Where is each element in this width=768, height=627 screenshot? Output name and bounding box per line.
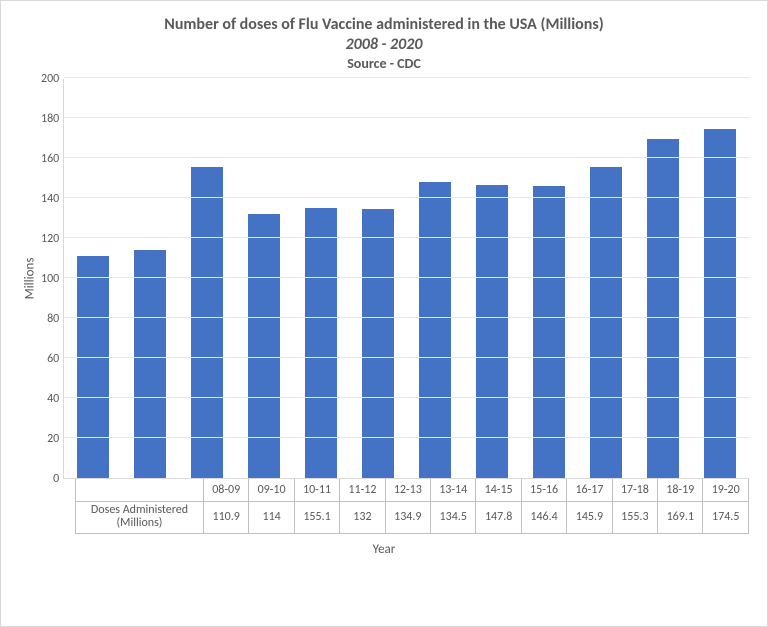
category-cell: 15-16 [521, 478, 566, 501]
value-cell: 155.1 [294, 501, 339, 534]
bar-slot [578, 79, 635, 478]
data-table: 08-0909-1010-1111-1212-1313-1414-1515-16… [75, 478, 749, 535]
bar [533, 186, 565, 478]
value-cell: 169.1 [658, 501, 703, 534]
y-axis-title-container: Millions [19, 79, 41, 479]
bar [419, 182, 451, 478]
table-row: Doses Administered (Millions)110.9114155… [76, 501, 749, 534]
value-cell: 110.9 [204, 501, 249, 534]
plot-wrap: Millions 200180160140120100806040200 [19, 79, 749, 479]
chart-titles: Number of doses of Flu Vaccine administe… [19, 15, 749, 73]
value-cell: 145.9 [567, 501, 612, 534]
value-cell: 134.5 [431, 501, 476, 534]
bar [77, 256, 109, 478]
bar [590, 167, 622, 478]
bar-slot [407, 79, 464, 478]
bar [305, 208, 337, 478]
value-cell: 134.9 [385, 501, 430, 534]
row-head-blank [76, 478, 204, 501]
plot-area [63, 79, 749, 479]
bar [248, 214, 280, 478]
category-cell: 10-11 [294, 478, 339, 501]
bar-slot [464, 79, 521, 478]
bar [362, 209, 394, 478]
category-cell: 16-17 [567, 478, 612, 501]
x-axis-title: Year [19, 542, 749, 557]
bar-slot [235, 79, 292, 478]
gridline [64, 77, 749, 78]
bar [647, 139, 679, 477]
category-cell: 12-13 [385, 478, 430, 501]
value-cell: 132 [340, 501, 385, 534]
chart-source: Source - CDC [19, 55, 749, 73]
chart-subtitle: 2008 - 2020 [19, 35, 749, 55]
bar-slot [178, 79, 235, 478]
value-cell: 114 [249, 501, 294, 534]
bar-slot [121, 79, 178, 478]
category-cell: 17-18 [612, 478, 657, 501]
bar-slot [350, 79, 407, 478]
y-axis-title: Millions [23, 258, 38, 300]
category-cell: 14-15 [476, 478, 521, 501]
bar-slot [635, 79, 692, 478]
bars-container [64, 79, 749, 478]
table-row: 08-0909-1010-1111-1212-1313-1414-1515-16… [76, 478, 749, 501]
category-cell: 13-14 [431, 478, 476, 501]
value-cell: 146.4 [521, 501, 566, 534]
chart-container: Number of doses of Flu Vaccine administe… [0, 0, 768, 627]
row-head-label: Doses Administered (Millions) [76, 501, 204, 534]
category-cell: 08-09 [204, 478, 249, 501]
chart-title: Number of doses of Flu Vaccine administe… [19, 15, 749, 35]
category-cell: 09-10 [249, 478, 294, 501]
bar-slot [293, 79, 350, 478]
category-cell: 11-12 [340, 478, 385, 501]
y-axis-ticks: 200180160140120100806040200 [41, 79, 63, 479]
value-cell: 147.8 [476, 501, 521, 534]
bar-slot [64, 79, 121, 478]
bar [476, 185, 508, 478]
bar [191, 167, 223, 477]
category-cell: 18-19 [658, 478, 703, 501]
bar [134, 250, 166, 478]
bar-slot [521, 79, 578, 478]
value-cell: 174.5 [703, 501, 749, 534]
bar [704, 129, 736, 478]
data-table-area: 08-0909-1010-1111-1212-1313-1414-1515-16… [19, 478, 749, 535]
category-cell: 19-20 [703, 478, 749, 501]
value-cell: 155.3 [612, 501, 657, 534]
bar-slot [692, 79, 749, 478]
